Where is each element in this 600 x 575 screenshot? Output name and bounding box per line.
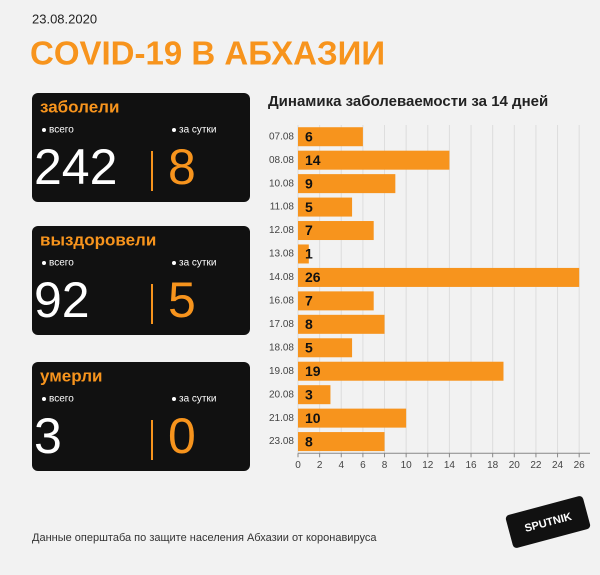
x-tick-label: 4 [338,460,344,471]
x-tick-label: 14 [444,460,456,471]
card-label: заболели [40,97,119,116]
bar [298,244,309,264]
daily-value: 5 [168,272,196,328]
bar [298,361,504,381]
value-label: 19 [305,363,321,379]
bar [298,291,374,311]
value-label: 1 [305,246,313,262]
source: Данные оперштаба по защите населения Абх… [32,532,377,544]
value-label: 5 [305,199,313,215]
total-value: 242 [34,139,117,195]
total-label: всего [49,125,74,136]
total-value: 92 [34,272,90,328]
bar [298,174,396,194]
bar [298,150,450,170]
bar [298,432,385,452]
x-tick-label: 18 [487,460,499,471]
x-tick-label: 6 [360,460,366,471]
value-label: 8 [305,433,313,449]
daily-label: за сутки [179,394,216,405]
chart-title: Динамика заболеваемости за 14 дней [268,93,548,110]
y-tick-label: 16.08 [269,296,294,307]
x-tick-label: 8 [382,460,388,471]
title: COVID-19 В АБХАЗИИ [30,35,385,72]
total-label: всего [49,394,74,405]
daily-label: за сутки [179,125,216,136]
y-tick-label: 20.08 [269,389,294,400]
card [32,226,250,335]
bullet [172,128,176,132]
daily-label: за сутки [179,258,216,269]
y-tick-label: 07.08 [269,131,294,142]
date: 23.08.2020 [32,11,97,26]
bullet [42,397,46,401]
total-label: всего [49,258,74,269]
bar [298,127,363,147]
value-label: 10 [305,410,321,426]
x-tick-label: 12 [422,460,434,471]
y-tick-label: 23.08 [269,436,294,447]
y-tick-label: 13.08 [269,249,294,260]
daily-value: 0 [168,408,196,464]
y-tick-label: 21.08 [269,413,294,424]
x-tick-label: 10 [401,460,413,471]
bullet [42,128,46,132]
y-tick-label: 11.08 [270,202,295,213]
x-tick-label: 26 [574,460,586,471]
y-tick-label: 08.08 [269,155,294,166]
bar [298,197,353,217]
x-tick-label: 2 [317,460,323,471]
value-label: 7 [305,222,313,238]
y-tick-label: 19.08 [269,366,294,377]
value-label: 8 [305,316,313,332]
y-tick-label: 18.08 [269,342,294,353]
logo-badge [505,496,591,548]
bar [298,408,407,428]
bar [298,338,353,358]
x-tick-label: 22 [530,460,542,471]
y-tick-label: 10.08 [269,178,294,189]
y-tick-label: 14.08 [269,272,294,283]
daily-value: 8 [168,139,196,195]
bullet [172,261,176,265]
y-tick-label: 17.08 [269,319,294,330]
x-tick-label: 24 [552,460,564,471]
value-label: 3 [305,386,313,402]
x-tick-label: 0 [295,460,301,471]
value-label: 7 [305,293,313,309]
card-label: выздоровели [40,230,156,249]
bar [298,221,374,241]
value-label: 5 [305,339,313,355]
value-label: 26 [305,269,321,285]
x-tick-label: 20 [509,460,521,471]
x-tick-label: 16 [465,460,477,471]
card [32,362,250,471]
logo: SPUTNIK [505,496,591,548]
total-value: 3 [34,408,62,464]
bar [298,385,331,405]
card [32,93,250,202]
bar [298,267,580,287]
bar [298,314,385,334]
card-label: умерли [40,366,102,385]
bullet [172,397,176,401]
y-tick-label: 12.08 [269,225,294,236]
bullet [42,261,46,265]
value-label: 9 [305,175,313,191]
value-label: 14 [305,152,321,168]
value-label: 6 [305,128,313,144]
